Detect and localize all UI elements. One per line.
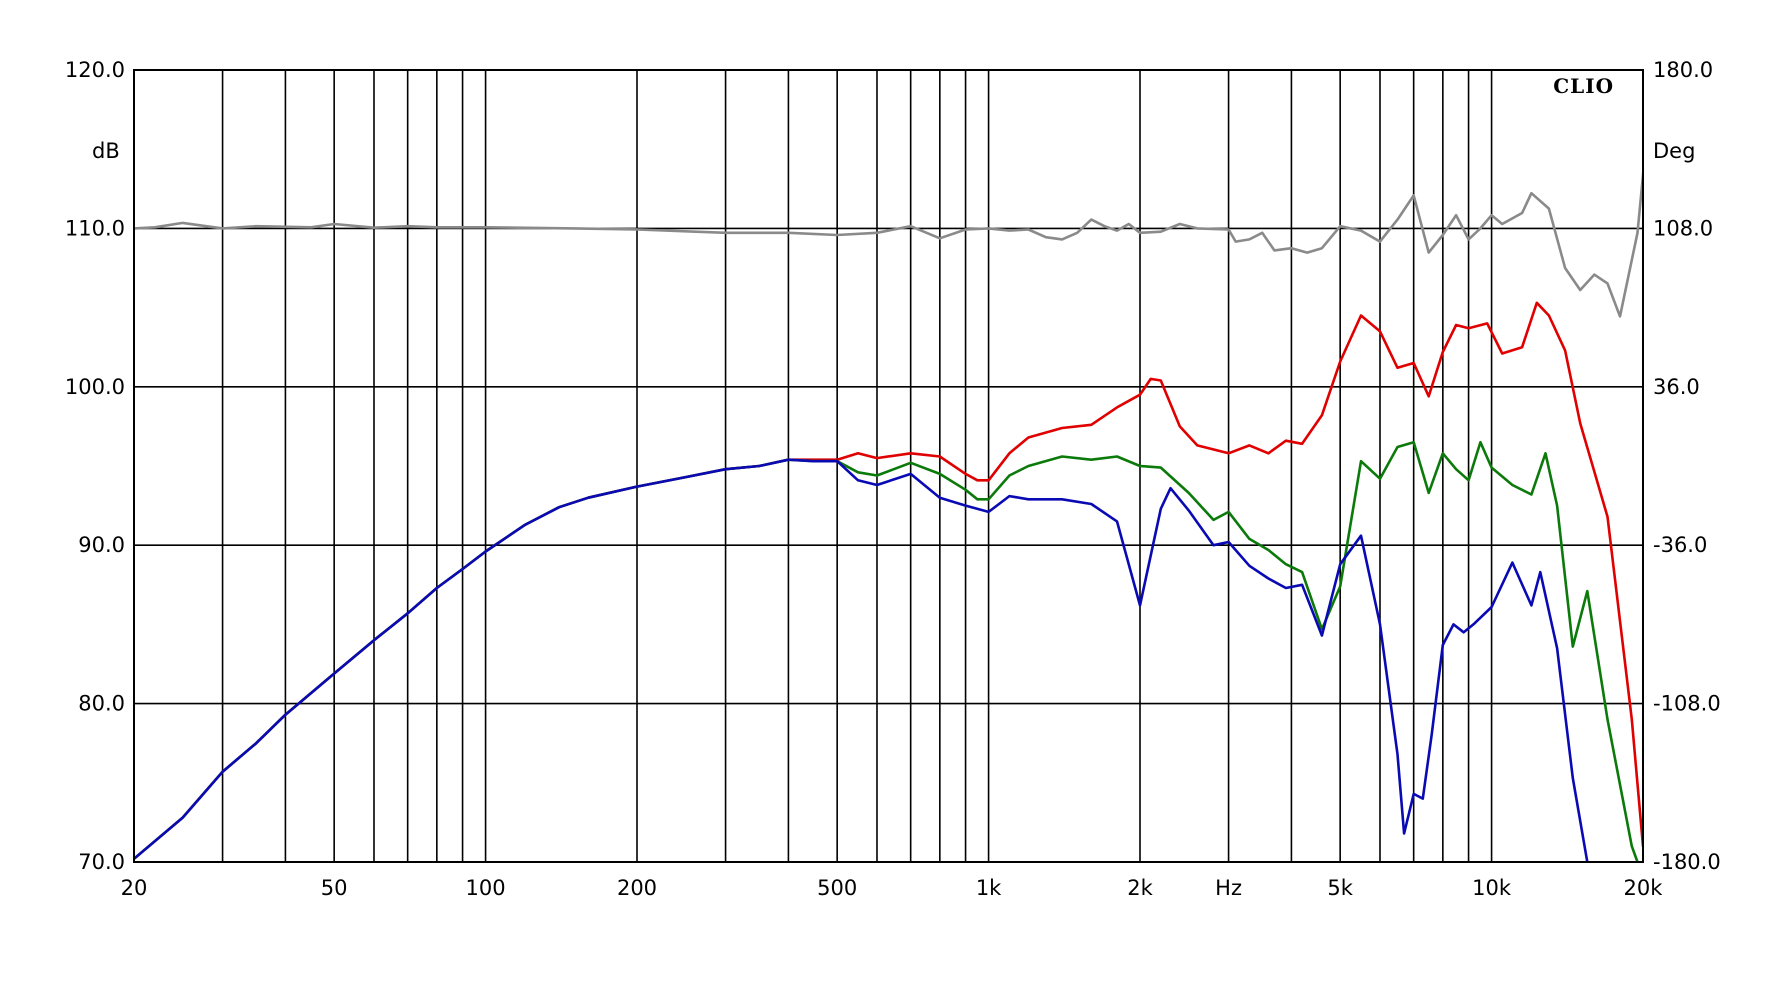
- x-tick-label: 1k: [976, 876, 1002, 900]
- x-tick-label: 5k: [1327, 876, 1353, 900]
- left-axis-tick-label: 90.0: [78, 533, 125, 557]
- x-tick-label: 2k: [1127, 876, 1153, 900]
- right-axis-tick-label: -108.0: [1653, 692, 1721, 716]
- plot-frame: [133, 69, 1644, 863]
- x-axis-tick-labels: 20 50 100 200 500 1k 2k Hz 5k 10k 20k: [121, 876, 1664, 900]
- right-axis-tick-label: 36.0: [1653, 375, 1700, 399]
- x-tick-label: 50: [321, 876, 348, 900]
- clio-brand-logo: CLIO: [1553, 74, 1614, 98]
- blue-series-line: [134, 458, 1589, 862]
- phase-series-line: [134, 161, 1643, 318]
- x-tick-label: 200: [617, 876, 657, 900]
- left-axis-tick-label: 110.0: [65, 216, 125, 240]
- left-axis-unit-label: dB: [92, 139, 120, 163]
- x-tick-label: 10k: [1472, 876, 1512, 900]
- left-axis-tick-label: 120.0: [65, 58, 125, 82]
- right-axis-tick-labels: 180.0 108.0 36.0 -36.0 -108.0 -180.0: [1653, 58, 1721, 874]
- left-axis-tick-label: 70.0: [78, 850, 125, 874]
- curves: [134, 161, 1643, 862]
- right-axis-unit-label: Deg: [1653, 139, 1695, 163]
- right-axis-tick-label: -36.0: [1653, 533, 1707, 557]
- x-tick-label: 20k: [1624, 876, 1664, 900]
- left-axis-tick-labels: 120.0 110.0 100.0 90.0 80.0 70.0: [65, 58, 125, 874]
- right-axis-tick-label: 180.0: [1653, 58, 1713, 82]
- x-tick-label: 20: [121, 876, 148, 900]
- left-axis-tick-label: 80.0: [78, 692, 125, 716]
- x-tick-label: 100: [466, 876, 506, 900]
- right-axis-tick-label: -180.0: [1653, 850, 1721, 874]
- x-tick-label: 500: [817, 876, 857, 900]
- left-axis-tick-label: 100.0: [65, 375, 125, 399]
- x-tick-label: Hz: [1215, 876, 1242, 900]
- grid: [134, 69, 1643, 863]
- right-axis-tick-label: 108.0: [1653, 216, 1713, 240]
